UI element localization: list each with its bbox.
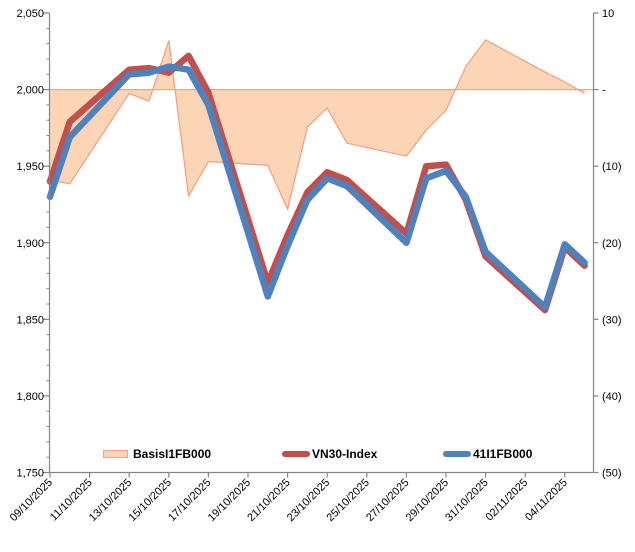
legend-label-vn30: VN30-Index [312, 447, 378, 461]
legend-label-basis: BasisI1FB000 [133, 447, 212, 461]
svg-text:(30): (30) [602, 314, 622, 326]
svg-text:(40): (40) [602, 391, 622, 403]
svg-text:1,800: 1,800 [16, 391, 44, 403]
svg-text:-: - [602, 85, 606, 97]
svg-text:2,000: 2,000 [16, 85, 44, 97]
legend-label-futures: 41I1FB000 [473, 447, 533, 461]
svg-text:31/10/2025: 31/10/2025 [443, 477, 490, 524]
svg-text:(10): (10) [602, 161, 622, 173]
svg-text:10: 10 [602, 8, 614, 20]
svg-text:2,050: 2,050 [16, 8, 44, 20]
svg-text:1,850: 1,850 [16, 314, 44, 326]
left-value-axis: 2,050 2,000 1,950 1,900 1,850 1,800 1,750 [16, 8, 51, 480]
basis-area-series [49, 38, 585, 212]
vn30-line-swatch-icon [282, 451, 310, 457]
date-axis: 09/10/202511/10/202513/10/202515/10/2025… [8, 471, 594, 524]
right-value-axis: 10 - (10) (20) (30) (40) (50) [592, 8, 622, 480]
svg-text:04/11/2025: 04/11/2025 [523, 477, 570, 524]
svg-text:1,750: 1,750 [16, 468, 44, 480]
legend-item-futures: 41I1FB000 [443, 446, 532, 462]
svg-text:1,950: 1,950 [16, 161, 44, 173]
svg-text:1,900: 1,900 [16, 238, 44, 250]
legend-item-vn30: VN30-Index [282, 446, 377, 462]
svg-text:(20): (20) [602, 238, 622, 250]
legend-item-basis: BasisI1FB000 [103, 446, 211, 462]
basis-area-swatch-icon [103, 450, 128, 458]
legend: BasisI1FB000 VN30-Index 41I1FB000 [0, 446, 635, 462]
futures-41i1fb000-line-series [46, 63, 588, 311]
futures-line-swatch-icon [443, 451, 471, 457]
svg-text:(50): (50) [602, 468, 622, 480]
svg-text:09/10/2025: 09/10/2025 [8, 477, 55, 524]
